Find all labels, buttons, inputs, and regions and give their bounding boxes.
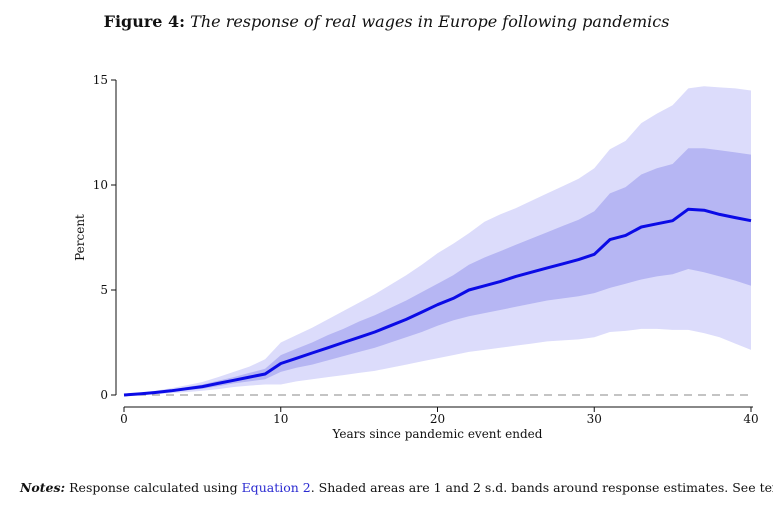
y-tick-label: 5 <box>100 283 108 297</box>
band-2sd <box>124 86 751 396</box>
notes-label: Notes: <box>20 480 66 495</box>
series-line-0 <box>123 207 752 397</box>
chart: 0 5 10 15 0 10 20 30 40 Years since pandemic eve… <box>73 73 759 441</box>
x-axis-title: Years since pandemic event ended <box>332 427 543 441</box>
y-tick-label: 0 <box>100 388 108 402</box>
x-tick-label: 10 <box>273 412 288 426</box>
band-1sd-area <box>124 148 751 395</box>
x-tick-label: 0 <box>120 412 128 426</box>
y-tick-label: 10 <box>93 178 108 192</box>
equation-link[interactable]: Equation 2 <box>241 480 311 495</box>
band-2sd-area <box>124 86 751 396</box>
figure-caption: The response of real wages in Europe fol… <box>190 12 670 31</box>
y-axis-title: Percent <box>73 214 87 261</box>
response-line <box>123 207 752 397</box>
figure-notes: Notes: Response calculated using Equatio… <box>20 480 773 495</box>
figure-label: Figure 4: <box>103 12 186 31</box>
notes-text-before: Response calculated using <box>65 480 242 495</box>
figure-title: Figure 4: The response of real wages in … <box>0 12 773 31</box>
axes: 0 5 10 15 0 10 20 30 40 <box>93 73 759 426</box>
x-tick-label: 20 <box>430 412 445 426</box>
x-tick-label: 40 <box>743 412 758 426</box>
band-1sd <box>124 148 751 395</box>
notes-text-after: . Shaded areas are 1 and 2 s.d. bands ar… <box>310 480 773 495</box>
y-tick-label: 15 <box>93 73 108 87</box>
x-tick-label: 30 <box>587 412 602 426</box>
